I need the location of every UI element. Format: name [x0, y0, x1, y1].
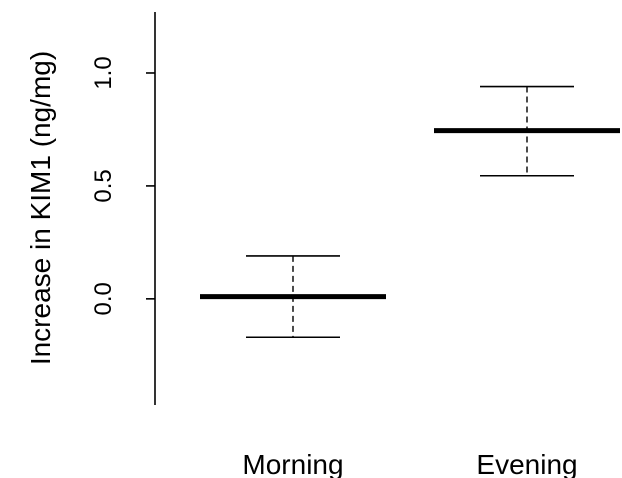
data-group: [200, 255, 386, 339]
data-group: [434, 85, 620, 177]
y-tick-label: 1.0: [90, 56, 117, 89]
y-tick-label: 0.5: [90, 169, 117, 202]
y-ticks: 0.0 0.5 1.0: [90, 56, 155, 316]
x-category-labels: Morning Evening: [242, 449, 577, 478]
data-groups: [200, 85, 620, 339]
x-category-label: Evening: [476, 449, 577, 478]
x-category-label: Morning: [242, 449, 343, 478]
y-tick-label: 0.0: [90, 282, 117, 315]
y-axis-title: Increase in KIM1 (ng/mg): [25, 51, 56, 365]
